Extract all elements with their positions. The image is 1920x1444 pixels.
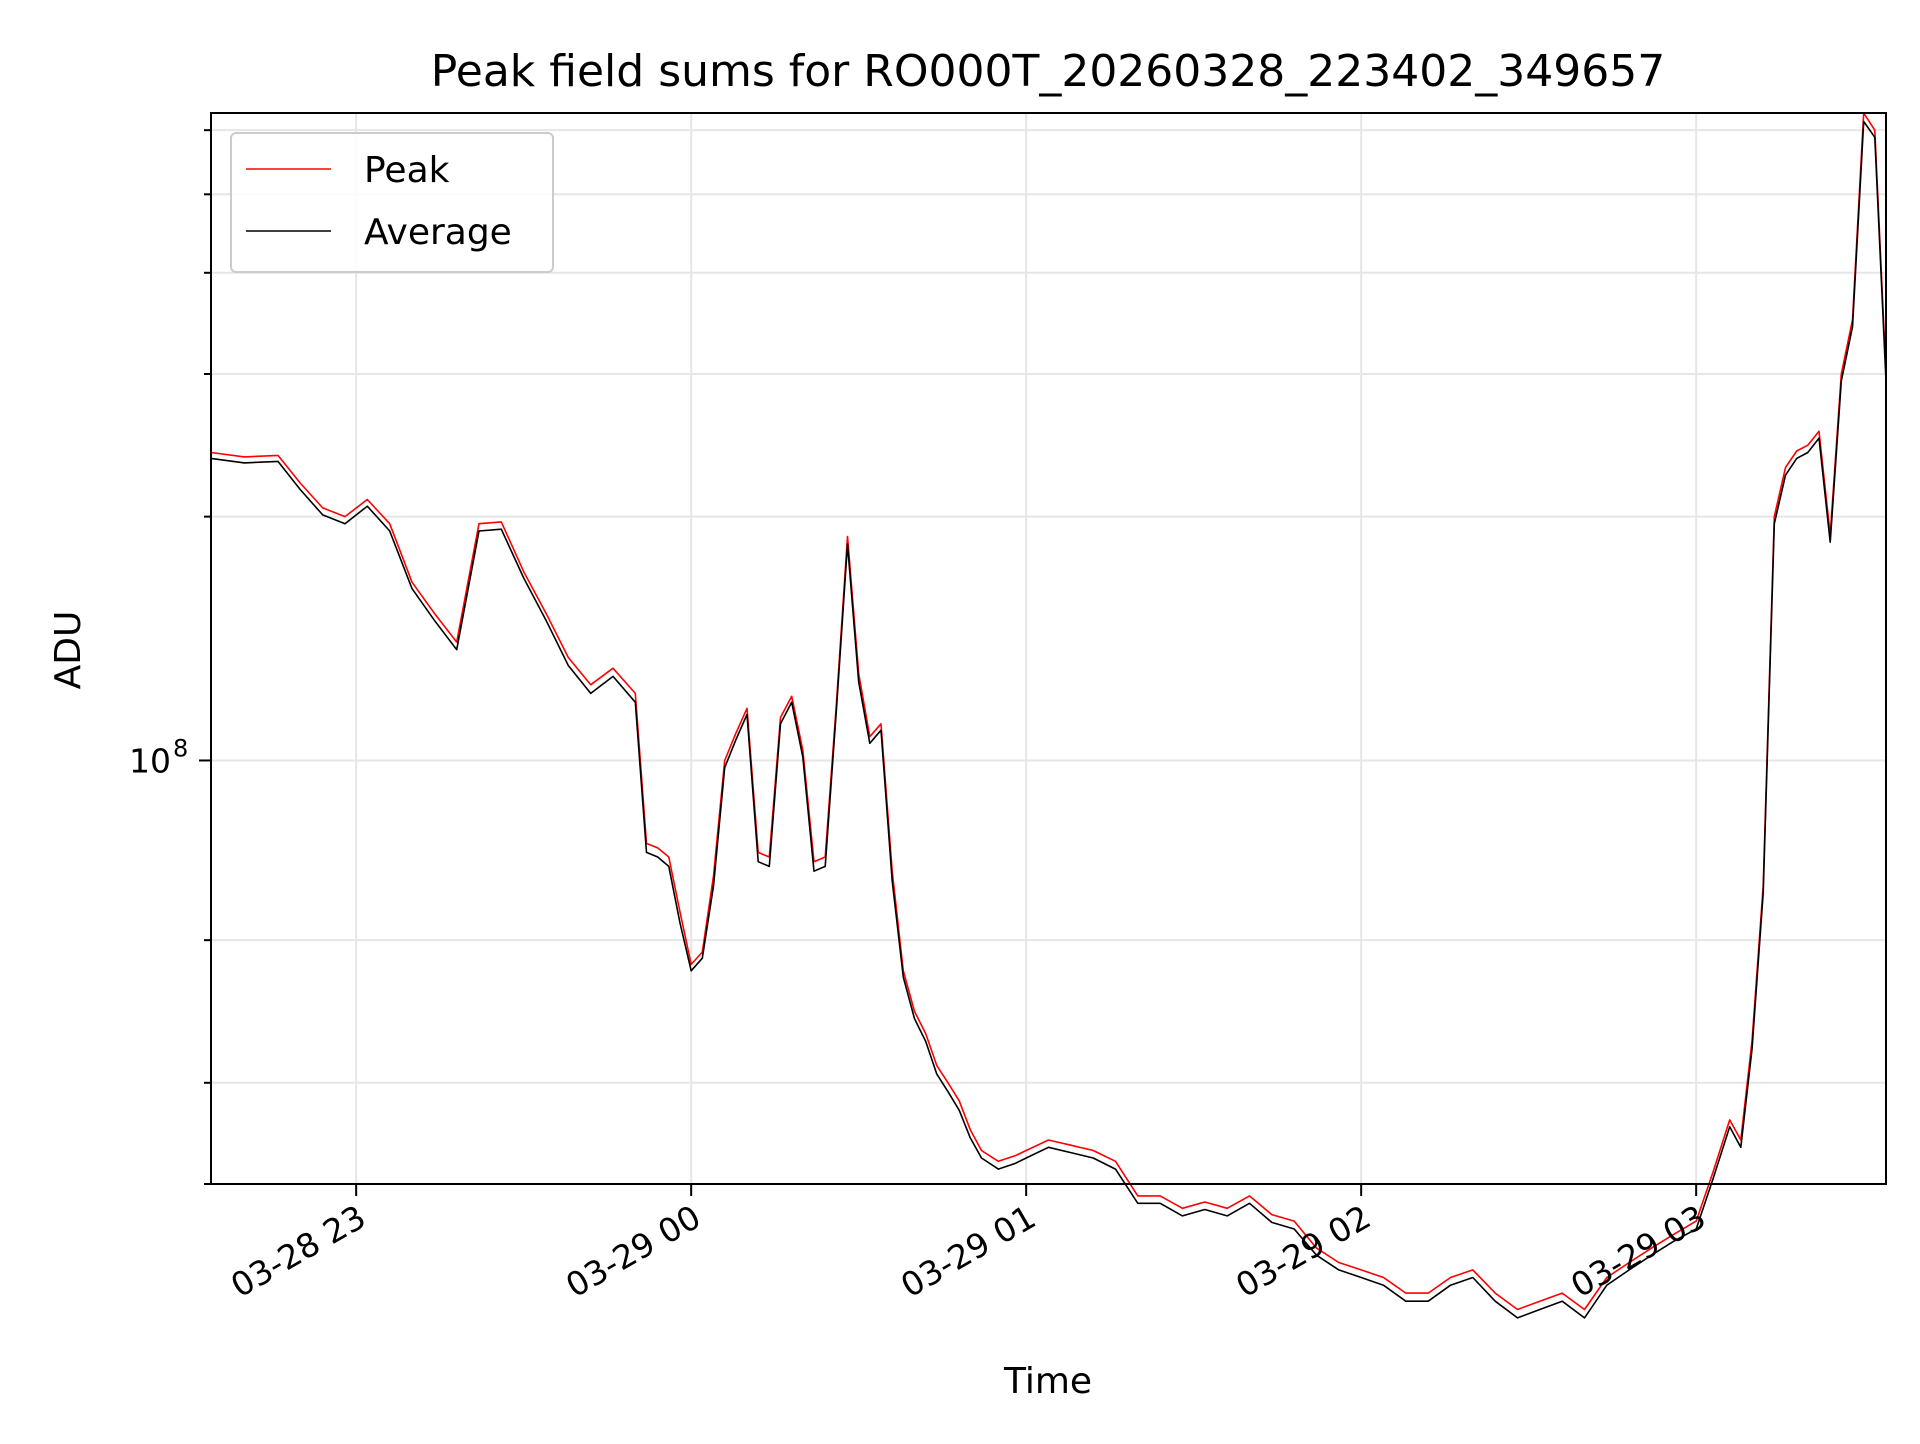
peak-line <box>210 112 1887 1311</box>
y-tick-exponent: 8 <box>173 734 188 762</box>
x-axis-label: Time <box>1003 1361 1092 1402</box>
plot-frame <box>210 112 1887 1185</box>
legend: Peak Average <box>230 132 554 273</box>
y-axis-label: ADU <box>48 611 89 690</box>
legend-box <box>230 132 554 273</box>
y-axis: 10 8 <box>129 129 211 1185</box>
peak-series <box>210 112 1887 1311</box>
chart-title: Peak field sums for RO000T_20260328_2234… <box>431 46 1665 97</box>
legend-peak-label: Peak <box>364 150 450 191</box>
legend-average-label: Average <box>364 212 512 253</box>
average-series <box>210 120 1887 1319</box>
grid <box>211 113 1886 1185</box>
y-tick-label: 10 <box>129 741 171 780</box>
average-line <box>210 120 1887 1319</box>
